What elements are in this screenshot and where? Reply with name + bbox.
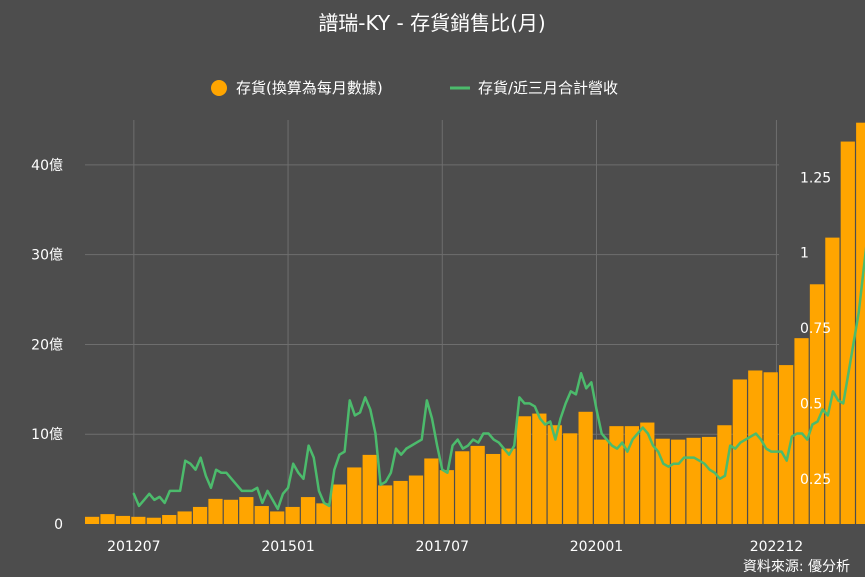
inventory-bar: [316, 503, 331, 524]
right-axis-tick-label: 0.75: [800, 321, 831, 337]
inventory-bar: [516, 416, 532, 524]
inventory-bar: [300, 497, 316, 524]
right-axis-tick-label: 1.25: [800, 170, 831, 186]
legend-label-inventory: 存貨(換算為每月數據): [236, 79, 383, 97]
source-note: 資料來源: 優分析: [743, 559, 850, 575]
inventory-bar: [779, 365, 794, 524]
inventory-bar: [285, 506, 300, 524]
grid-lines: [85, 120, 779, 524]
x-axis: 201207 201501 201707 202001 202212: [107, 539, 803, 555]
inventory-bar: [809, 284, 825, 524]
line-series: [132, 246, 865, 511]
left-axis-tick-label: 10億: [31, 427, 63, 443]
inventory-bar: [393, 480, 408, 524]
inventory-bar: [840, 141, 855, 525]
x-axis-tick-label: 201501: [261, 539, 314, 555]
inventory-bar: [177, 511, 192, 524]
inventory-bar: [378, 485, 393, 524]
inventory-bar: [223, 499, 239, 524]
left-axis-tick-label: 40億: [31, 158, 63, 174]
inventory-bar: [825, 237, 840, 525]
inventory-bar: [115, 515, 131, 524]
inventory-bar: [331, 484, 346, 524]
inventory-bar: [470, 445, 485, 524]
inventory-bar: [362, 454, 377, 524]
inventory-bar: [501, 448, 516, 524]
right-axis-tick-label: 0.25: [800, 472, 831, 488]
x-axis-tick-label: 202001: [570, 539, 623, 555]
inventory-bar: [485, 453, 501, 524]
bar-series: [85, 122, 865, 525]
inventory-bar: [856, 122, 865, 524]
inventory-bar: [593, 439, 609, 524]
inventory-bar: [671, 439, 686, 524]
inventory-bar: [532, 413, 547, 524]
left-axis-tick-label: 20億: [31, 337, 63, 353]
left-axis-tick-label: 0: [54, 517, 63, 533]
inventory-bar: [254, 506, 269, 524]
x-axis-tick-label: 201207: [107, 539, 160, 555]
inventory-bar: [100, 514, 115, 524]
inventory-bar: [748, 370, 763, 524]
inventory-bar: [162, 515, 177, 524]
inventory-bar: [131, 516, 146, 524]
inventory-bar: [794, 338, 809, 524]
chart-legend: 存貨(換算為每月數據) 存貨/近三月合計營收: [211, 79, 618, 97]
left-axis: 0 10億 20億 30億 40億: [31, 158, 63, 533]
x-axis-tick-label: 202212: [750, 539, 803, 555]
right-axis-tick-label: 1: [800, 246, 809, 262]
inventory-bar: [609, 426, 624, 524]
inventory-bar: [439, 470, 454, 524]
inventory-bar: [424, 458, 439, 524]
inventory-bar: [640, 422, 655, 524]
inventory-bar: [686, 437, 701, 524]
inventory-bar: [347, 467, 362, 524]
inventory-bar: [547, 425, 562, 524]
left-axis-tick-label: 30億: [31, 248, 63, 264]
inventory-bar: [192, 506, 208, 524]
chart-title: 譜瑞-KY - 存貨銷售比(月): [318, 11, 545, 35]
inventory-bar: [85, 516, 100, 524]
inventory-bar: [270, 511, 285, 524]
inventory-bar: [578, 411, 593, 524]
right-axis: 0.25 0.5 0.75 1 1.25: [800, 170, 831, 487]
inventory-bar: [408, 475, 424, 524]
inventory-bar: [655, 438, 670, 524]
inventory-bar: [239, 497, 254, 524]
inventory-bar: [732, 379, 747, 524]
ratio-line: [132, 246, 865, 511]
inventory-bar: [146, 517, 161, 524]
x-axis-tick-label: 201707: [416, 539, 469, 555]
inventory-bar: [208, 498, 223, 524]
legend-marker-inventory: [211, 80, 227, 96]
legend-label-ratio: 存貨/近三月合計營收: [478, 79, 618, 97]
right-axis-tick-label: 0.5: [800, 396, 822, 412]
inventory-bar: [701, 436, 717, 524]
inventory-bar: [763, 372, 778, 524]
inventory-bar: [455, 451, 470, 524]
inventory-bar: [563, 433, 578, 524]
